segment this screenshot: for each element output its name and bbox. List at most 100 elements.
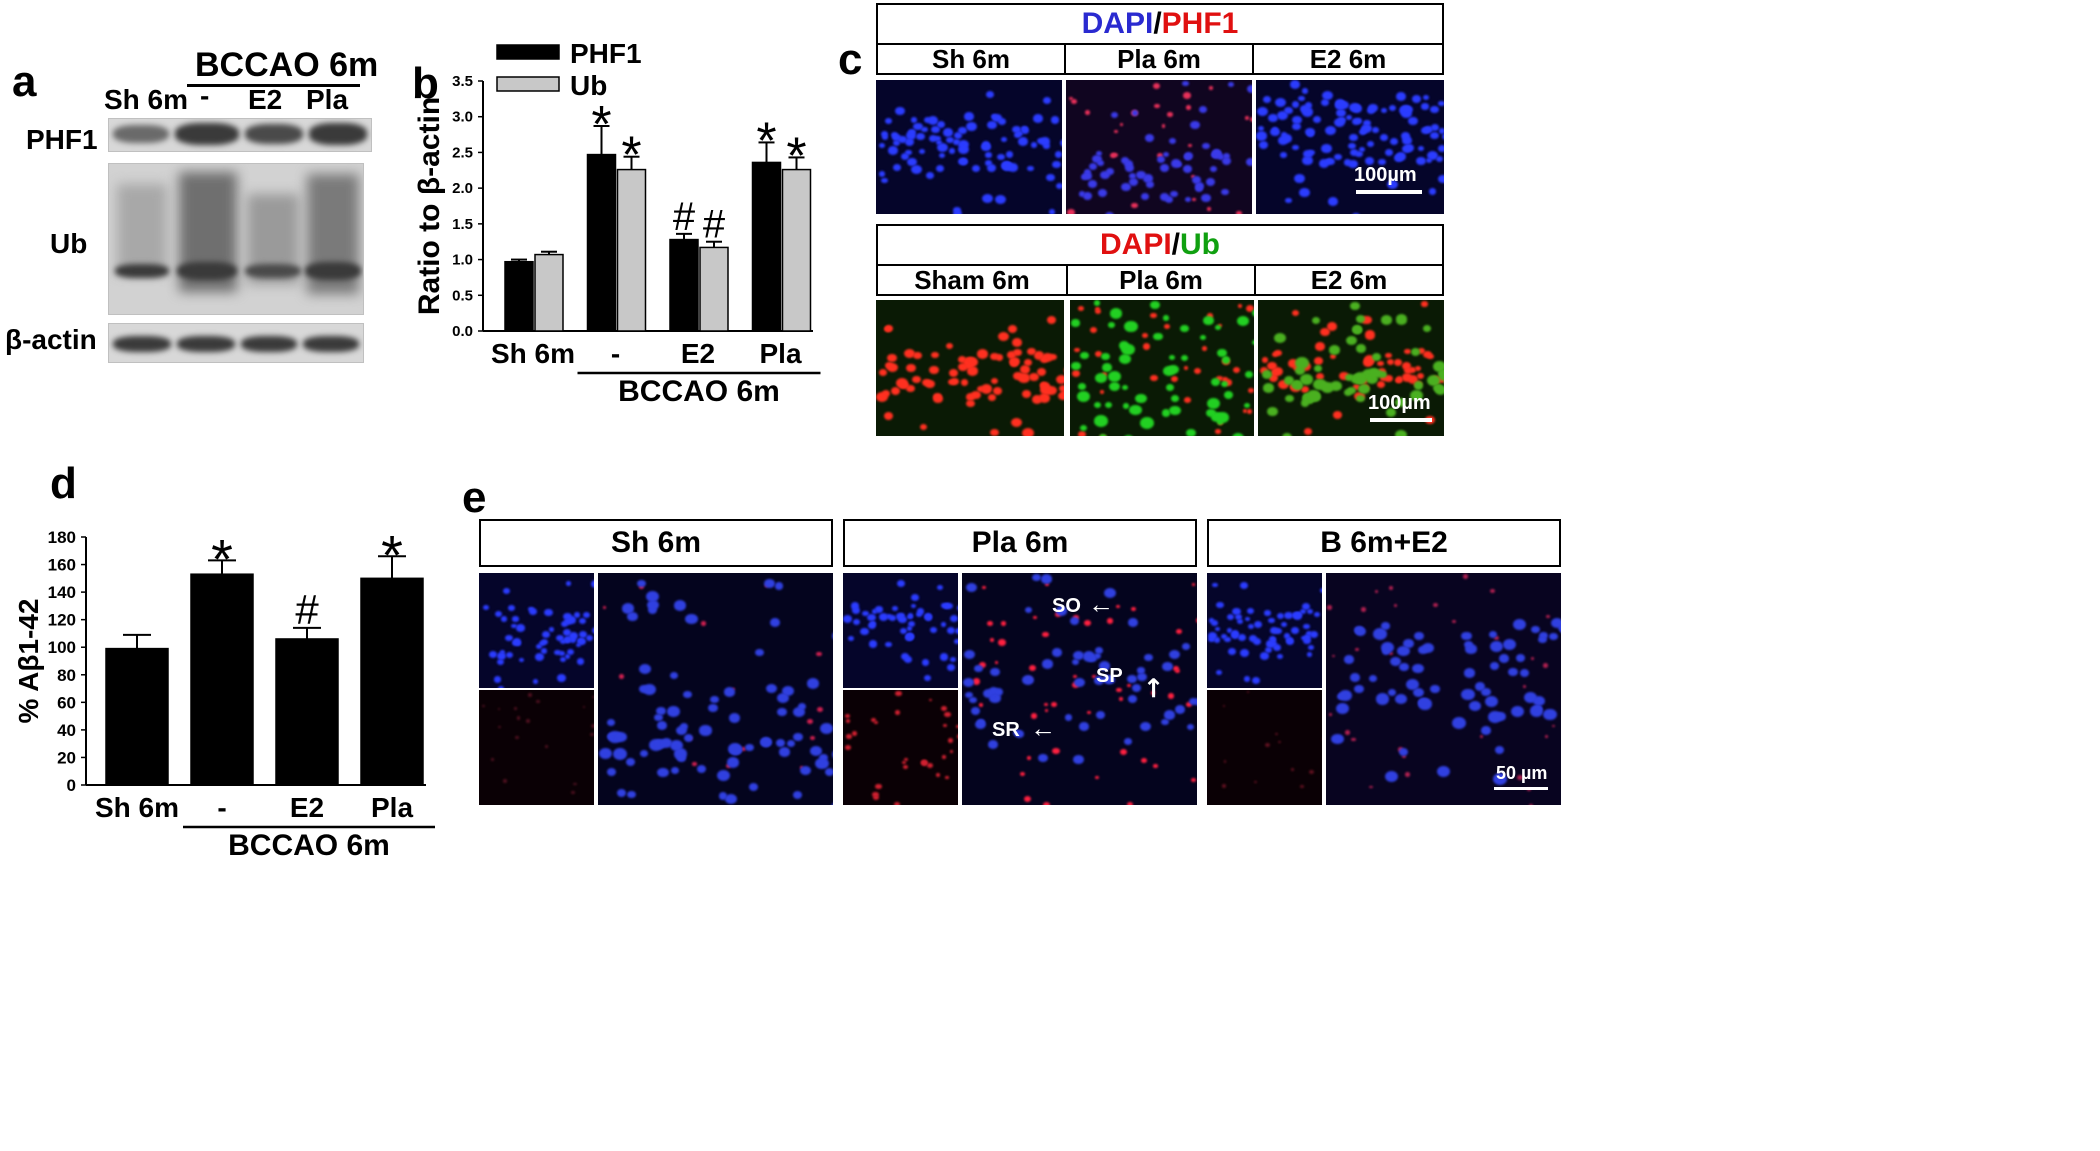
chart-b-legend-label: PHF1 xyxy=(570,38,642,69)
panel-c-top-col-sh: Sh 6m xyxy=(876,43,1066,75)
blot-ub xyxy=(108,163,364,315)
scalebar-c-top xyxy=(1356,190,1422,194)
chart-d-ytick-label: 160 xyxy=(48,556,76,575)
chart-b-bar xyxy=(504,260,534,332)
micrograph-e-e2-dapi xyxy=(1207,573,1322,688)
scale-text-c-bottom: 100µm xyxy=(1368,392,1431,414)
scale-text-e: 50 µm xyxy=(1496,763,1548,783)
blot-beta-actin xyxy=(108,323,364,363)
layer-label-so: SO xyxy=(1052,595,1081,617)
panel-a-lane-e2: E2 xyxy=(248,84,283,115)
micrograph-c-ub-pla xyxy=(1070,300,1254,436)
chart-b-annotation: * xyxy=(786,127,806,185)
layer-label-sp: SP xyxy=(1096,665,1123,687)
micrograph-c-ub-sham xyxy=(876,300,1064,436)
title-dapi-2: DAPI xyxy=(1099,228,1172,261)
panel-e-label: e xyxy=(462,473,487,522)
chart-b-bar xyxy=(534,253,564,332)
title-phf1: PHF1 xyxy=(1161,7,1239,40)
chart-b-bar xyxy=(699,246,729,332)
micrograph-e-e2-abeta xyxy=(1207,690,1322,805)
arrow-sr: ← xyxy=(1030,713,1056,743)
chart-b-annotation: # xyxy=(703,203,726,247)
panel-e-col-pla: Pla 6m xyxy=(843,519,1197,567)
chart-b-ytick-label: 0.5 xyxy=(452,287,473,304)
panel-e-col-e2: B 6m+E2 xyxy=(1207,519,1561,567)
panel-e-col-sh: Sh 6m xyxy=(479,519,833,567)
title-ub: Ub xyxy=(1180,228,1221,261)
chart-b-ytick-label: 3.0 xyxy=(452,109,473,126)
chart-b-bar xyxy=(669,238,699,332)
chart-d-group-label: BCCAO 6m xyxy=(228,829,390,862)
chart-d-bar xyxy=(275,638,339,786)
chart-d-ytick-label: 40 xyxy=(57,721,76,740)
chart-d: 0 20 40 60 80 100 120 140 160 180 % Aβ1-42 Sh 6m * - #… xyxy=(13,523,435,862)
chart-d-annotation: * xyxy=(381,523,403,586)
panel-c-bottom-col-e2: E2 6m xyxy=(1254,264,1444,296)
chart-d-ytick-label: 60 xyxy=(57,693,76,712)
panel-c-bottom-col-sham: Sham 6m xyxy=(876,264,1068,296)
panel-c-label: c xyxy=(838,35,863,84)
panel-a-lane-pla: Pla xyxy=(306,84,349,115)
chart-b: 0.0 0.5 1.0 1.5 2.0 2.5 3.0 3.5 Ratio to β-actin… xyxy=(413,38,821,405)
arrow-so: ← xyxy=(1088,589,1114,619)
panel-c-top-col-pla: Pla 6m xyxy=(1064,43,1254,75)
chart-b-legend-swatch xyxy=(496,76,560,92)
chart-b-bar xyxy=(751,161,782,332)
chart-d-annotation: * xyxy=(211,527,233,590)
chart-d-category-label: E2 xyxy=(290,792,324,823)
chart-b-bar xyxy=(616,168,647,332)
chart-b-category-label: E2 xyxy=(681,338,715,369)
panel-c-bottom-title: DAPI / Ub xyxy=(876,224,1444,266)
chart-d-ytick-label: 120 xyxy=(48,611,76,630)
chart-b-ytick-label: 1.0 xyxy=(452,252,473,269)
chart-d-ytick-label: 140 xyxy=(48,583,76,602)
title-sep: / xyxy=(1153,7,1162,40)
chart-b-annotation: * xyxy=(621,127,641,185)
chart-d-category-label: Pla xyxy=(371,792,413,823)
chart-b-category-label: - xyxy=(611,338,620,369)
chart-d-ytick-label: 20 xyxy=(57,748,76,767)
layer-label-sr: SR xyxy=(992,719,1020,741)
chart-d-bar xyxy=(105,647,169,786)
chart-d-ytick-label: 80 xyxy=(57,666,76,685)
chart-b-group-label: BCCAO 6m xyxy=(618,375,780,405)
chart-d-category-label: - xyxy=(217,792,226,823)
chart-b-legend-swatch xyxy=(496,44,560,60)
title-sep-2: / xyxy=(1171,228,1181,261)
micrograph-e-sham-abeta xyxy=(479,690,594,805)
chart-d-annotation: # xyxy=(295,586,319,633)
chart-b-ytick-label: 2.0 xyxy=(452,180,473,197)
chart-d-ytick-label: 180 xyxy=(48,528,76,547)
scalebar-e xyxy=(1494,787,1548,790)
panel-a-group-label: BCCAO 6m xyxy=(195,46,379,84)
chart-d-bar xyxy=(190,573,254,786)
micrograph-c-ub-e2: 100µm xyxy=(1258,300,1444,436)
micrograph-e-sham-merge xyxy=(598,573,833,805)
micrograph-e-sham-dapi xyxy=(479,573,594,688)
panel-a-label: a xyxy=(12,57,37,106)
blot-phf1 xyxy=(108,118,372,152)
panel-c-top-title: DAPI / PHF1 xyxy=(876,3,1444,45)
chart-d-ytick-label: 100 xyxy=(48,638,76,657)
panel-a-row-actin: β-actin xyxy=(5,324,97,355)
micrograph-e-pla-dapi xyxy=(843,573,958,688)
micrograph-e-pla-merge: SO ← SP ↖ SR ← xyxy=(962,573,1197,805)
chart-b-category-label: Sh 6m xyxy=(491,338,575,369)
chart-b-ytick-label: 0.0 xyxy=(452,323,473,340)
micrograph-c-phf1-sham xyxy=(876,80,1062,214)
panel-d-label: d xyxy=(50,459,77,508)
scale-text-c-top: 100µm xyxy=(1354,164,1417,186)
micrograph-e-pla-abeta xyxy=(843,690,958,805)
panel-c-top-col-e2: E2 6m xyxy=(1252,43,1444,75)
panel-a-group-line xyxy=(187,84,360,87)
chart-b-ytick-label: 2.5 xyxy=(452,144,473,161)
chart-b-annotation: # xyxy=(673,195,696,239)
chart-b-category-label: Pla xyxy=(759,338,801,369)
chart-d-category-label: Sh 6m xyxy=(95,792,179,823)
scalebar-c-bottom xyxy=(1370,418,1432,422)
micrograph-e-e2-merge: 50 µm xyxy=(1326,573,1561,805)
chart-b-bar xyxy=(586,153,617,332)
panel-a-lane-dash: - xyxy=(200,80,210,111)
chart-d-bar xyxy=(360,577,424,786)
